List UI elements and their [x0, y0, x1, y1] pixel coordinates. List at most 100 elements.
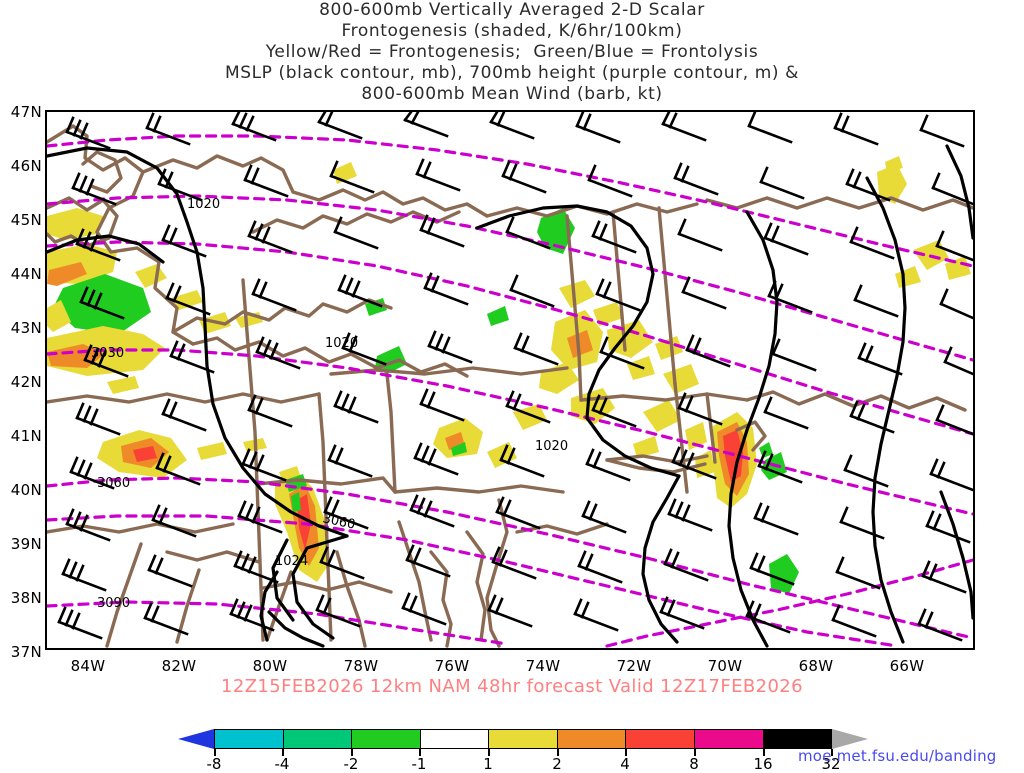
wind-barb [853, 284, 899, 318]
political-borders-layer [47, 124, 973, 648]
colorbar-seg-7 [694, 730, 764, 748]
wind-barb [237, 500, 283, 534]
colorbar-seg-2 [352, 730, 421, 748]
wind-barb [327, 444, 373, 478]
colorbar-label-p8: 8 [689, 755, 699, 773]
forecast-caption: 12Z15FEB2026 12km NAM 48hr forecast Vali… [220, 676, 804, 697]
wind-barb [337, 274, 383, 308]
wind-barb [677, 392, 723, 426]
wind-barb [763, 396, 809, 430]
wind-barb [745, 600, 791, 634]
wind-barb [229, 598, 275, 632]
wind-barb [415, 158, 461, 192]
wind-barb [849, 400, 895, 434]
wind-barb [935, 230, 973, 262]
lat-tick-45n: 45N [10, 211, 42, 229]
lon-tick-66w: 66W [889, 657, 925, 675]
wind-barb [419, 214, 465, 248]
wind-barb [857, 342, 903, 376]
wind-barb [685, 334, 731, 368]
colorbar-tick [282, 749, 284, 756]
lon-tick-80w: 80W [252, 657, 288, 675]
title-line-4: MSLP (black contour, mb), 700mb height (… [224, 63, 800, 83]
colorbar-label-p2: 2 [552, 755, 562, 773]
wind-barb [243, 164, 289, 198]
colorbar-label-p4: 4 [620, 755, 630, 773]
wind-barb [319, 546, 365, 580]
colorbar-tick [625, 749, 627, 756]
lat-tick-39n: 39N [10, 535, 42, 553]
mslp-contour-layer [47, 144, 973, 648]
lon-tick-78w: 78W [343, 657, 379, 675]
wind-barb [161, 224, 207, 258]
lon-tick-82w: 82W [161, 657, 197, 675]
colorbar-tick [488, 749, 490, 756]
wind-barb [501, 160, 547, 194]
wind-barb [231, 112, 277, 142]
mslp-label: 1020 [535, 439, 568, 454]
wind-barb [663, 548, 709, 582]
lat-tick-38n: 38N [10, 589, 42, 607]
wind-barb [673, 162, 719, 196]
wind-barb [413, 442, 459, 476]
lon-tick-76w: 76W [434, 657, 470, 675]
wind-barb [157, 168, 203, 202]
wind-barb [241, 448, 287, 482]
wind-barb [759, 166, 805, 200]
wind-barb [333, 390, 379, 424]
colorbar-seg-0 [215, 730, 284, 748]
wind-barb [489, 112, 535, 140]
wind-barb [831, 604, 877, 638]
wind-barb [71, 172, 117, 206]
mslp-label: 1020 [325, 336, 358, 351]
map-graphic: 1020 1020 1020 1024 3030 3060 3060 3090 [47, 112, 973, 648]
wind-barb [423, 272, 469, 306]
wind-barb [757, 450, 803, 484]
wind-barb [833, 112, 879, 146]
mslp-label: 1020 [187, 197, 220, 212]
wind-barb [247, 220, 293, 254]
wind-barb [843, 454, 889, 488]
colorbar-under-arrow [178, 729, 214, 749]
wind-barb [65, 508, 111, 542]
colorbar-label-p16: 16 [753, 755, 773, 773]
wind-barb [83, 344, 129, 378]
colorbar-seg-3 [420, 730, 490, 748]
wind-barb [419, 388, 465, 422]
title-line-5: 800-600mb Mean Wind (barb, kt) [361, 84, 663, 104]
colorbar-tick [831, 749, 833, 756]
wind-barb [753, 502, 799, 536]
colorbar-tick [214, 749, 216, 756]
wind-barb [573, 598, 619, 632]
wind-barb [57, 606, 103, 640]
wind-barb [329, 160, 375, 194]
wind-barb [919, 114, 965, 148]
wind-barb [845, 168, 891, 202]
colorbar-tick [557, 749, 559, 756]
colorbar-tick [763, 749, 765, 756]
wind-barb [333, 216, 379, 250]
height-label: 3090 [97, 596, 130, 611]
wind-barb [75, 402, 121, 436]
wind-barb [577, 550, 623, 584]
wind-barb [917, 608, 963, 642]
wind-barb [513, 332, 559, 366]
wind-barb [591, 394, 637, 428]
lat-tick-40n: 40N [10, 481, 42, 499]
site-watermark: moe.met.fsu.edu/banding [798, 747, 997, 765]
title-line-2: Frontogenesis (shaded, K/6hr/100km) [341, 21, 683, 41]
colorbar-over-arrow [832, 729, 868, 749]
wind-barb [79, 286, 125, 320]
wind-barb [323, 496, 369, 530]
wind-barb [405, 544, 451, 578]
wind-barb [839, 506, 885, 540]
height-label: 3030 [91, 346, 124, 361]
wind-barb [931, 172, 973, 206]
wind-barb [143, 602, 189, 636]
lon-tick-84w: 84W [70, 657, 106, 675]
wind-barb [939, 288, 973, 320]
wind-barb [681, 276, 727, 310]
wind-barb [505, 216, 551, 250]
wind-barb [155, 452, 201, 486]
